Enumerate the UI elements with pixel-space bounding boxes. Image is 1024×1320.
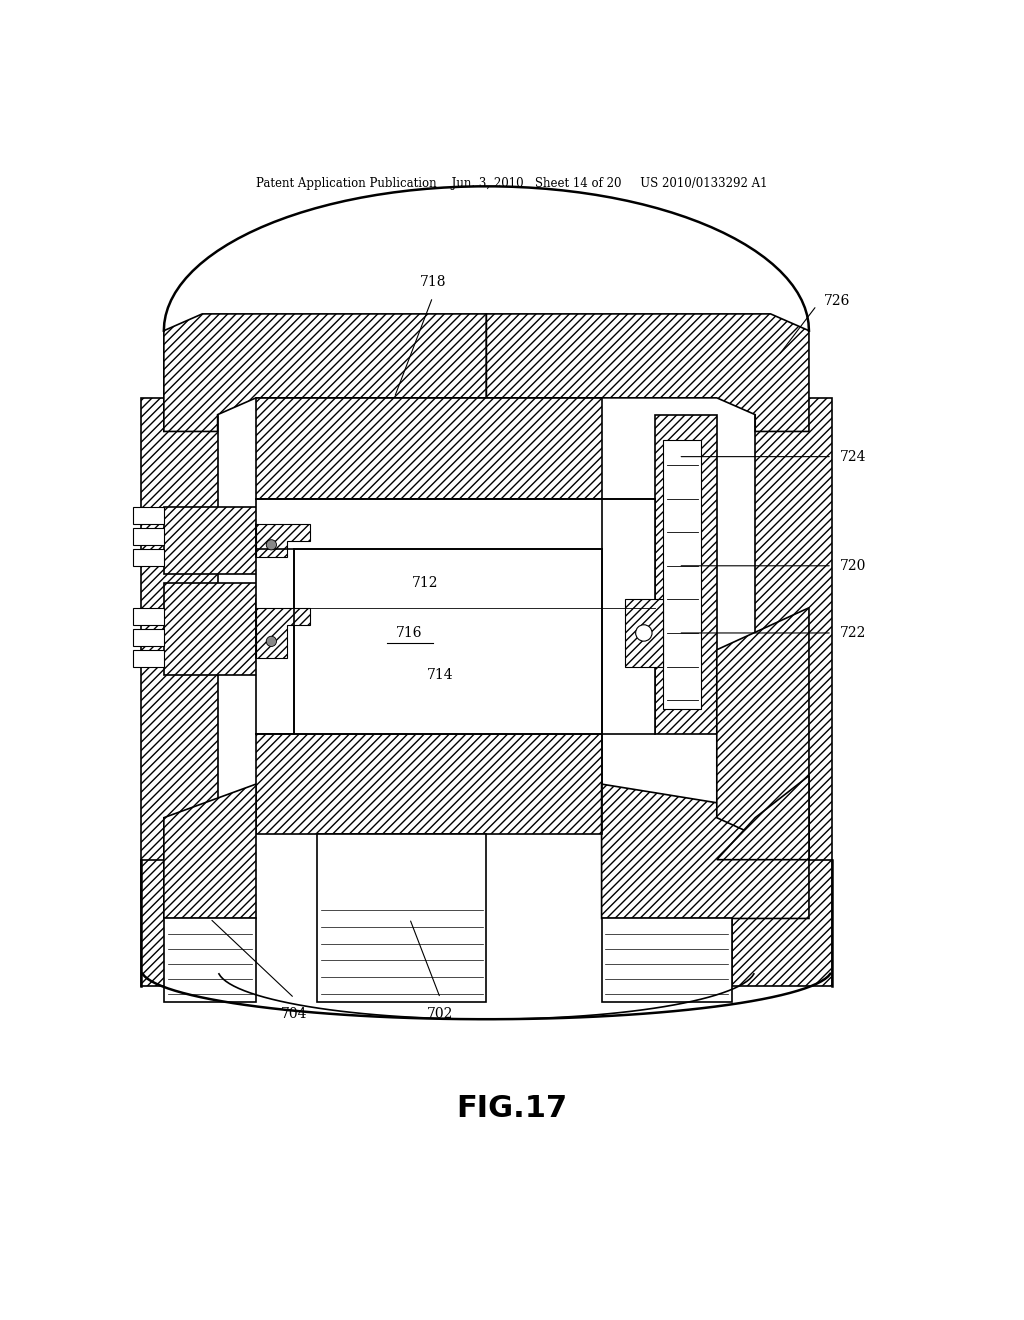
Polygon shape <box>256 499 655 734</box>
Polygon shape <box>717 776 809 859</box>
Polygon shape <box>256 734 602 834</box>
Text: 716: 716 <box>396 626 423 640</box>
Polygon shape <box>133 649 164 667</box>
Text: 726: 726 <box>824 294 851 309</box>
Text: 720: 720 <box>840 558 866 573</box>
Polygon shape <box>164 784 256 919</box>
Polygon shape <box>625 599 664 667</box>
Polygon shape <box>256 524 309 557</box>
Text: 722: 722 <box>840 626 866 640</box>
Polygon shape <box>164 507 287 574</box>
Polygon shape <box>141 397 217 902</box>
Text: 702: 702 <box>427 1007 454 1020</box>
Circle shape <box>636 624 652 642</box>
Polygon shape <box>317 834 486 1002</box>
Polygon shape <box>664 440 701 709</box>
Polygon shape <box>755 397 831 902</box>
Polygon shape <box>732 859 831 986</box>
Polygon shape <box>141 859 241 986</box>
Circle shape <box>266 540 276 550</box>
Polygon shape <box>164 919 256 1002</box>
Polygon shape <box>164 314 486 432</box>
Polygon shape <box>164 582 287 675</box>
Polygon shape <box>717 607 809 859</box>
Polygon shape <box>133 528 164 545</box>
Polygon shape <box>655 414 717 734</box>
Text: FIG.17: FIG.17 <box>457 1094 567 1123</box>
Text: 704: 704 <box>282 1007 307 1020</box>
Polygon shape <box>133 607 164 624</box>
Text: 724: 724 <box>840 450 866 463</box>
Polygon shape <box>256 397 602 499</box>
Polygon shape <box>133 628 164 645</box>
Polygon shape <box>602 784 809 919</box>
Polygon shape <box>133 549 164 566</box>
Text: 718: 718 <box>420 275 445 289</box>
Polygon shape <box>486 314 809 432</box>
Polygon shape <box>133 507 164 524</box>
Polygon shape <box>602 919 732 1002</box>
Polygon shape <box>256 607 309 659</box>
Text: 714: 714 <box>427 668 454 682</box>
Circle shape <box>266 636 276 647</box>
Text: Patent Application Publication    Jun. 3, 2010   Sheet 14 of 20     US 2010/0133: Patent Application Publication Jun. 3, 2… <box>256 177 768 190</box>
Text: 712: 712 <box>412 576 438 590</box>
